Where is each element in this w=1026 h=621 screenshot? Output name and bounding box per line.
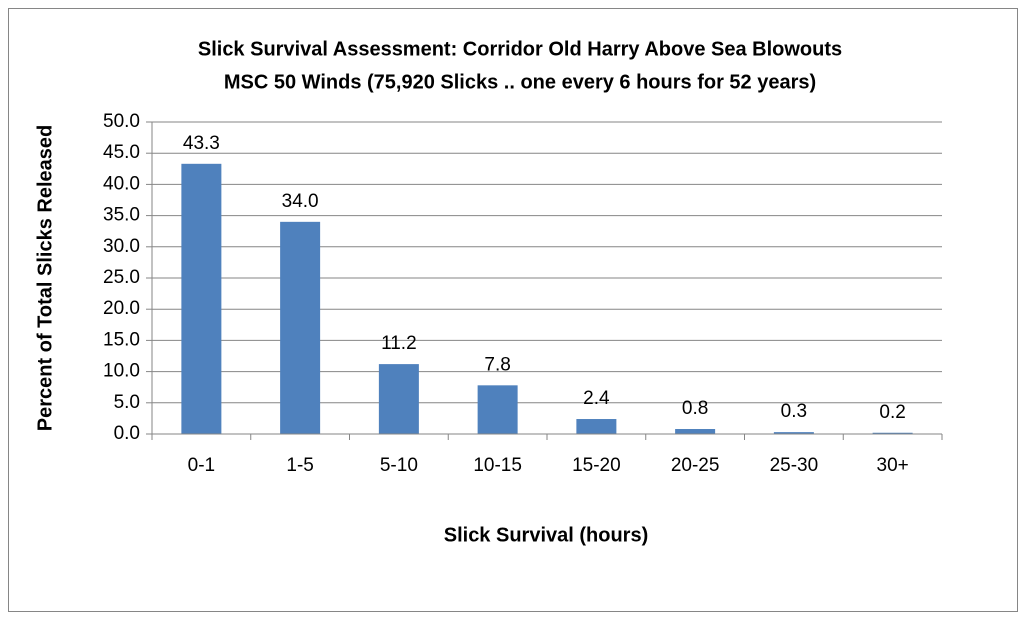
- bar: [181, 163, 222, 435]
- y-axis-label: Percent of Total Slicks Released: [34, 125, 56, 431]
- data-label: 0.2: [879, 402, 905, 423]
- x-axis-label: Slick Survival (hours): [444, 524, 649, 546]
- x-tick-label: 10-15: [473, 455, 522, 476]
- y-tick-label: 40.0: [103, 173, 140, 194]
- y-tick-label: 5.0: [114, 392, 140, 413]
- x-tick-label: 0-1: [188, 455, 215, 476]
- x-tick-label: 25-30: [770, 455, 819, 476]
- y-tick-label: 10.0: [103, 361, 140, 382]
- data-label: 34.0: [282, 191, 319, 212]
- bar: [378, 364, 419, 434]
- chart-title: Slick Survival Assessment: Corridor Old …: [198, 38, 842, 60]
- y-tick-label: 30.0: [103, 236, 140, 257]
- x-tick-label: 20-25: [671, 455, 720, 476]
- y-tick-label: 50.0: [103, 111, 140, 132]
- data-label: 0.3: [781, 401, 807, 422]
- chart-title: MSC 50 Winds (75,920 Slicks .. one every…: [224, 71, 816, 93]
- x-tick-label: 15-20: [572, 455, 621, 476]
- y-tick-label: 20.0: [103, 298, 140, 319]
- data-label: 43.3: [183, 133, 220, 154]
- x-tick-label: 30+: [877, 455, 909, 476]
- x-tick-label: 1-5: [286, 455, 313, 476]
- data-label: 7.8: [484, 354, 510, 375]
- y-tick-label: 0.0: [114, 423, 140, 444]
- bar: [576, 419, 617, 434]
- chart-border: [8, 8, 1018, 612]
- bar: [773, 432, 814, 434]
- data-label: 11.2: [381, 333, 417, 354]
- data-label: 0.8: [682, 398, 708, 419]
- y-tick-label: 35.0: [103, 205, 140, 226]
- bar: [872, 432, 913, 434]
- bar: [280, 221, 321, 434]
- y-tick-label: 25.0: [103, 267, 140, 288]
- data-label: 2.4: [583, 388, 610, 409]
- bar: [477, 385, 518, 434]
- y-tick-label: 15.0: [103, 329, 140, 350]
- bar: [675, 429, 716, 434]
- y-tick-label: 45.0: [103, 142, 140, 163]
- x-tick-label: 5-10: [380, 455, 418, 476]
